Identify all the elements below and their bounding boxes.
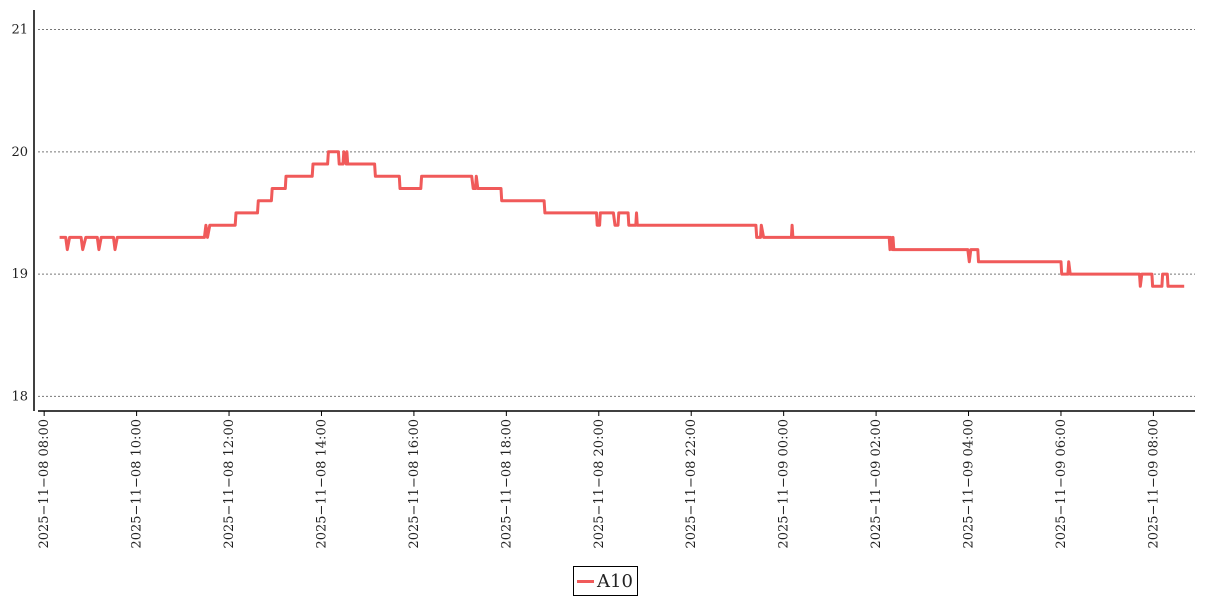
- y-tick-label: 20: [11, 145, 28, 160]
- y-tick-label: 19: [11, 267, 28, 282]
- y-axis: 18 19 20 21: [11, 10, 35, 411]
- x-tick-label: 2025−11−09 04:00: [962, 419, 977, 549]
- x-tick-label: 2025−11−08 20:00: [592, 419, 607, 549]
- x-axis: 2025−11−08 08:00 2025−11−08 10:00 2025−11−…: [37, 410, 1195, 549]
- x-tick-label: 2025−11−09 00:00: [777, 419, 792, 549]
- x-tick-label: 2025−11−09 06:00: [1054, 419, 1069, 549]
- gridlines: [38, 29, 1195, 397]
- x-tick-label: 2025−11−08 10:00: [130, 419, 145, 549]
- x-tick-label: 2025−11−09 08:00: [1146, 419, 1161, 549]
- x-tick-label: 2025−11−08 22:00: [684, 419, 699, 549]
- series-layer: [59, 150, 1185, 288]
- x-tick-label: 2025−11−08 18:00: [499, 419, 514, 549]
- x-tick-label: 2025−11−09 02:00: [869, 419, 884, 549]
- legend: A10: [573, 566, 638, 596]
- series-line-a10: [59, 150, 1185, 288]
- y-tick-label: 21: [11, 23, 28, 38]
- legend-label-a10: A10: [597, 570, 633, 592]
- x-tick-label: 2025−11−08 14:00: [314, 419, 329, 549]
- legend-swatch-a10: [577, 579, 594, 583]
- x-tick-label: 2025−11−08 16:00: [407, 419, 422, 549]
- y-tick-label: 18: [11, 389, 28, 404]
- x-tick-label: 2025−11−08 12:00: [222, 419, 237, 549]
- x-tick-label: 2025−11−08 08:00: [37, 419, 52, 549]
